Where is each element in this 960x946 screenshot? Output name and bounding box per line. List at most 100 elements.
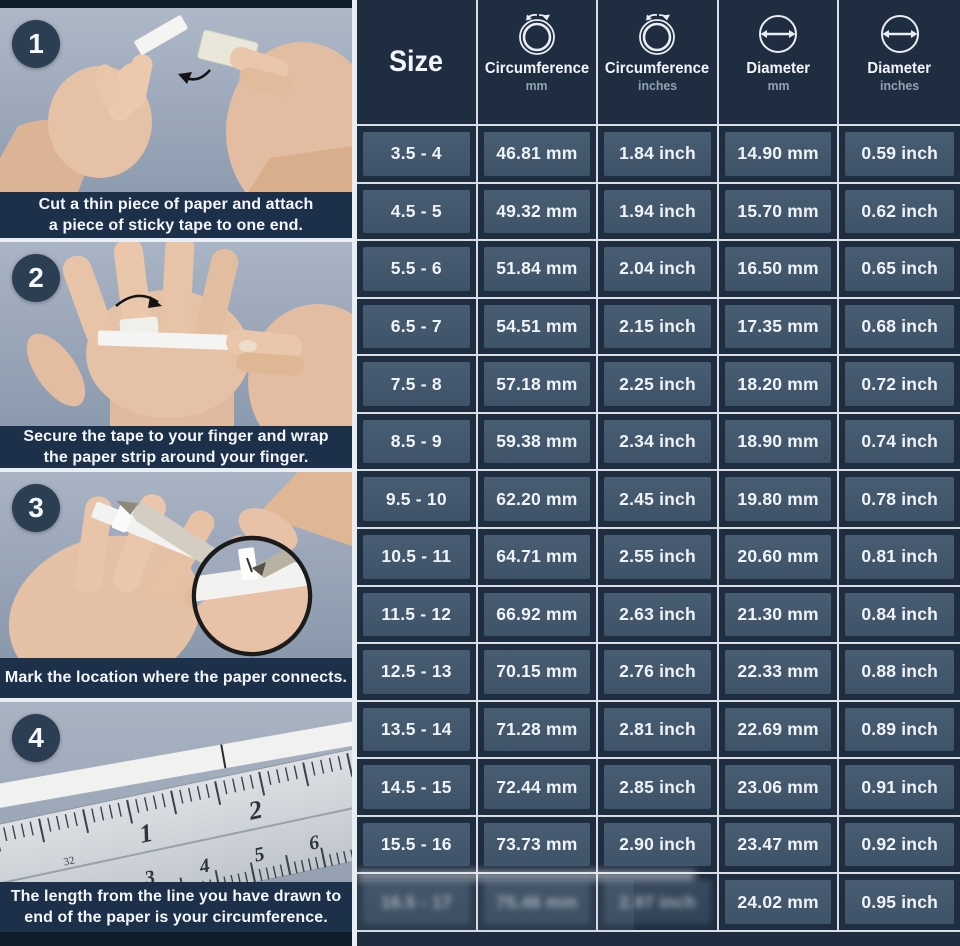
step-3-photo: 3: [0, 472, 352, 658]
table-cell: 18.90 mm: [718, 413, 840, 472]
step-3: 3 Mark the location where the paper conn…: [0, 472, 352, 698]
table-cell: 22.69 mm: [718, 701, 840, 760]
column-label: Size: [389, 45, 444, 78]
table-cell: 24.02 mm: [718, 874, 840, 932]
table-cell: 0.62 inch: [839, 184, 960, 242]
step-number-badge: 3: [12, 484, 60, 532]
table-cell: 0.74 inch: [839, 414, 960, 472]
table-cell: 2.97 inch: [598, 874, 719, 932]
caption-text: end of the paper is your circumference.: [24, 909, 328, 926]
table-cell: 23.06 mm: [718, 759, 840, 817]
table-cell: 2.55 inch: [598, 529, 719, 587]
step-3-illustration: [0, 472, 352, 658]
step-4-caption: The length from the line you have drawn …: [0, 882, 352, 932]
table-cell: 1.94 inch: [598, 183, 719, 242]
column-unit: mm: [525, 78, 548, 93]
column-header-diameter-inches: Diameter inches: [839, 0, 960, 126]
table-cell: 4.5 - 5: [357, 183, 478, 242]
table-cell: 0.89 inch: [839, 702, 960, 760]
step-4: 1 2 3 32 1 2 3 4 5 6 7: [0, 702, 352, 946]
svg-text:5: 5: [252, 843, 266, 867]
table-cell: 15.5 - 16: [357, 816, 478, 875]
table-cell: 17.35 mm: [718, 298, 840, 357]
table-cell: 0.68 inch: [839, 299, 960, 357]
step-number-badge: 2: [12, 254, 60, 302]
divider: [0, 238, 352, 242]
divider: [0, 468, 352, 472]
table-cell: 2.76 inch: [598, 644, 719, 702]
table-cell: 5.5 - 6: [357, 241, 478, 299]
top-strip: [0, 0, 352, 8]
table-cell: 16.50 mm: [718, 241, 840, 299]
table-cell: 64.71 mm: [477, 529, 599, 587]
caption-text: the paper strip around your finger.: [43, 449, 309, 466]
table-cell: 46.81 mm: [477, 126, 599, 184]
step-4-photo: 1 2 3 32 1 2 3 4 5 6 7: [0, 702, 352, 882]
caption-text: The length from the line you have drawn …: [10, 887, 342, 905]
column-label: Circumference: [484, 60, 589, 77]
step-number: 2: [28, 262, 44, 293]
caption-text: Mark the location where the paper connec…: [4, 669, 348, 687]
diameter-icon: [876, 8, 924, 60]
table-cell: 3.5 - 4: [357, 126, 478, 184]
svg-text:6: 6: [307, 831, 321, 855]
table-cell: 72.44 mm: [477, 759, 599, 817]
table-cell: 62.20 mm: [477, 471, 599, 529]
table-cell: 2.25 inch: [598, 356, 719, 414]
column-header-size: Size: [357, 0, 478, 126]
table-cell: 2.81 inch: [598, 701, 719, 760]
table-cell: 0.78 inch: [839, 471, 960, 529]
table-cell: 16.5 - 17: [357, 874, 478, 932]
caption-text: Cut a thin piece of paper and attach: [38, 195, 314, 213]
column-label: Circumference: [605, 60, 710, 77]
table-cell: 49.32 mm: [477, 183, 599, 242]
column-unit: inches: [637, 78, 678, 93]
step-2: 2 Secure the tape to your finger and wra…: [0, 242, 352, 468]
svg-text:2: 2: [245, 795, 265, 826]
table-cell: 19.80 mm: [718, 471, 840, 529]
svg-text:1: 1: [137, 818, 156, 849]
table-header-row: Size Circumference mm: [357, 0, 960, 126]
table-cell: 14.90 mm: [718, 126, 840, 184]
step-1: 1 Cut a thin piece of paper and attach a…: [0, 8, 352, 238]
step-number: 4: [28, 722, 44, 753]
step-1-illustration: [0, 8, 352, 192]
table-cell: 20.60 mm: [718, 529, 840, 587]
column-unit: inches: [880, 78, 920, 93]
table-cell: 0.91 inch: [839, 759, 960, 817]
table-cell: 2.15 inch: [598, 298, 719, 357]
table-cell: 7.5 - 8: [357, 356, 478, 414]
table-cell: 73.73 mm: [477, 816, 599, 875]
table-cell: 0.65 inch: [839, 241, 960, 299]
table-cell: 6.5 - 7: [357, 298, 478, 357]
diameter-icon: [754, 8, 802, 60]
table-cell: 2.45 inch: [598, 471, 719, 529]
table-cell: 11.5 - 12: [357, 586, 478, 645]
ring-size-table: Size Circumference mm: [352, 0, 960, 946]
table-cell: 13.5 - 14: [357, 701, 478, 760]
step-2-photo: 2: [0, 242, 352, 426]
table-cell: 8.5 - 9: [357, 413, 478, 472]
table-cell: 2.34 inch: [598, 413, 719, 472]
step-number: 1: [28, 28, 44, 59]
table-cell: 2.63 inch: [598, 586, 719, 645]
caption-text: a piece of sticky tape to one end.: [48, 217, 304, 234]
column-unit: mm: [767, 78, 790, 93]
table-cell: 1.84 inch: [598, 126, 719, 184]
table-cell: 57.18 mm: [477, 356, 599, 414]
table-cell: 9.5 - 10: [357, 471, 478, 529]
table-cell: 0.81 inch: [839, 529, 960, 587]
table-cell: 0.84 inch: [839, 587, 960, 645]
step-1-photo: 1: [0, 8, 352, 192]
column-label: Diameter: [746, 60, 810, 77]
table-cell: 22.33 mm: [718, 644, 840, 702]
table-cell: 2.90 inch: [598, 816, 719, 875]
column-label: Diameter: [867, 60, 932, 77]
circumference-icon: [633, 8, 681, 60]
table-cell: 21.30 mm: [718, 586, 840, 645]
instructions-column: 1 Cut a thin piece of paper and attach a…: [0, 0, 352, 946]
step-1-caption: Cut a thin piece of paper and attach a p…: [0, 192, 352, 238]
divider: [0, 698, 352, 702]
svg-text:2: 2: [87, 878, 102, 882]
